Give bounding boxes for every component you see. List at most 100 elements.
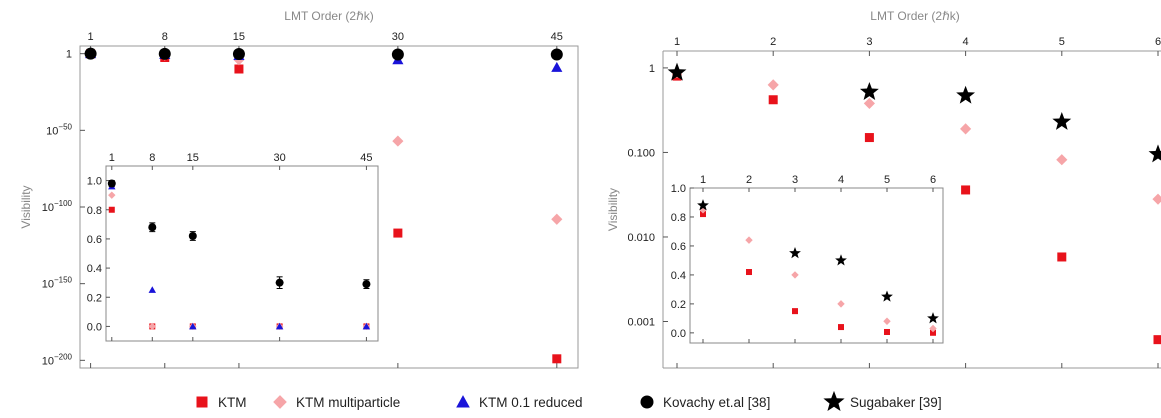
right-inset-y-tick-label: 0.0	[671, 328, 686, 340]
left-inset-x-tick-label: 1	[109, 152, 115, 164]
left-y-tick-label: 10−200	[42, 352, 73, 367]
left-inset-x-tick-label: 30	[273, 152, 285, 164]
right-point-diamond	[767, 79, 779, 91]
legend-marker-triangle	[456, 395, 470, 408]
legend-label: Sugabaker [39]	[850, 395, 942, 410]
left-inset-point-circle	[148, 223, 157, 232]
left-point-triangle	[551, 61, 563, 72]
right-inset-point-star	[881, 290, 893, 302]
left-point-circle	[232, 47, 245, 60]
right-point-star	[859, 81, 879, 100]
right-inset-x-tick-label: 1	[700, 174, 706, 186]
right-x-tick-label: 2	[770, 36, 776, 48]
right-inset-point-star	[835, 254, 847, 266]
left-point-square	[552, 354, 562, 364]
right-x-tick-label: 3	[866, 36, 872, 48]
left-y-tick-label: 10−50	[46, 122, 72, 137]
left-point-square	[393, 228, 403, 238]
right-inset-point-square	[930, 329, 936, 336]
left-inset-frame	[105, 165, 379, 342]
left-point-circle	[84, 47, 97, 60]
left-x-tick-label: 15	[233, 31, 245, 43]
right-x-tick-label: 4	[963, 36, 969, 48]
right-point-square	[1057, 252, 1067, 262]
right-inset-point-star	[789, 246, 801, 259]
left-inset-x-tick-label: 15	[187, 152, 199, 164]
left-y-tick-label: 1	[66, 49, 72, 61]
legend-marker-circle	[640, 395, 654, 409]
left-inset-y-tick-label: 0.4	[87, 263, 102, 275]
left-x-tick-label: 1	[88, 31, 94, 43]
left-x-tick-label: 8	[162, 31, 168, 43]
right-inset-point-star	[927, 312, 939, 324]
left-y-tick-label: 10−100	[42, 199, 73, 214]
right-inset-point-square	[838, 324, 844, 331]
left-inset-point-triangle	[362, 322, 371, 330]
legend-label: KTM multiparticle	[296, 395, 400, 410]
right-y-tick-label: 0.100	[627, 147, 655, 159]
right-x-tick-label: 6	[1155, 36, 1161, 48]
left-x-tick-label: 30	[392, 31, 404, 43]
left-point-circle	[158, 47, 171, 60]
left-inset-x-tick-label: 8	[149, 152, 155, 164]
right-inset-point-square	[884, 328, 890, 335]
left-inset-point-triangle	[189, 322, 197, 330]
legend-label: KTM 0.1 reduced	[479, 395, 583, 410]
left-inset-point-circle	[188, 232, 197, 240]
left-inset-y-tick-label: 1.0	[87, 176, 102, 188]
left-inset-point-circle	[275, 278, 284, 287]
right-inset-point-diamond	[837, 300, 845, 308]
left-y-axis-title: Visibility	[19, 185, 33, 228]
right-point-diamond	[1152, 193, 1161, 205]
right-inset-y-tick-label: 1.0	[671, 183, 686, 195]
right-point-square	[768, 95, 778, 105]
right-x-tick-label: 5	[1059, 36, 1065, 48]
right-inset-y-tick-label: 0.8	[671, 212, 686, 224]
right-inset-x-tick-label: 3	[792, 174, 798, 186]
left-inset-point-circle	[362, 280, 371, 289]
right-inset-y-tick-label: 0.2	[671, 299, 686, 311]
legend-label: KTM	[218, 395, 247, 410]
left-point-diamond	[392, 135, 404, 147]
right-inset-point-square	[792, 308, 798, 315]
left-inset-point-triangle	[148, 286, 157, 293]
right-point-star	[667, 62, 687, 81]
right-y-tick-label: 0.010	[627, 232, 655, 244]
left-point-diamond	[551, 213, 563, 225]
left-inset-point-diamond	[148, 322, 157, 331]
right-y-tick-label: 1	[649, 63, 655, 75]
right-point-star	[956, 85, 976, 104]
right-x-axis-title: LMT Order (2ℏk)	[870, 9, 959, 23]
right-point-square	[864, 133, 874, 143]
legend-marker-square	[196, 396, 208, 408]
right-inset-point-square	[700, 211, 706, 218]
left-inset-y-tick-label: 0.6	[87, 234, 102, 246]
right-x-tick-label: 1	[674, 36, 680, 48]
legend-label: Kovachy et.al [38]	[663, 395, 770, 410]
left-inset-y-tick-label: 0.8	[87, 205, 102, 217]
left-inset-x-tick-label: 45	[360, 152, 372, 164]
left-point-square	[234, 64, 244, 74]
right-point-star	[1148, 144, 1161, 163]
left-inset-point-circle	[107, 179, 116, 188]
right-inset-point-square	[746, 269, 752, 276]
left-inset-point-diamond	[108, 191, 116, 199]
left-x-tick-label: 45	[551, 31, 563, 43]
right-point-square	[961, 185, 971, 195]
right-inset-y-tick-label: 0.4	[671, 270, 686, 282]
right-inset-point-diamond	[791, 271, 799, 279]
right-inset-y-tick-label: 0.6	[671, 241, 686, 253]
left-point-circle	[391, 48, 404, 61]
left-inset-y-tick-label: 0.2	[87, 292, 102, 304]
left-y-tick-label: 10−150	[42, 276, 73, 291]
right-point-diamond	[1056, 154, 1068, 166]
right-point-diamond	[863, 97, 875, 110]
left-inset-point-triangle	[275, 322, 284, 330]
left-inset-point-square	[108, 206, 115, 213]
right-inset-point-star	[697, 199, 709, 211]
right-inset-x-tick-label: 2	[746, 174, 752, 186]
right-inset-point-diamond	[883, 317, 891, 325]
left-inset-y-tick-label: 0.0	[87, 321, 102, 333]
right-point-square	[1153, 335, 1161, 345]
